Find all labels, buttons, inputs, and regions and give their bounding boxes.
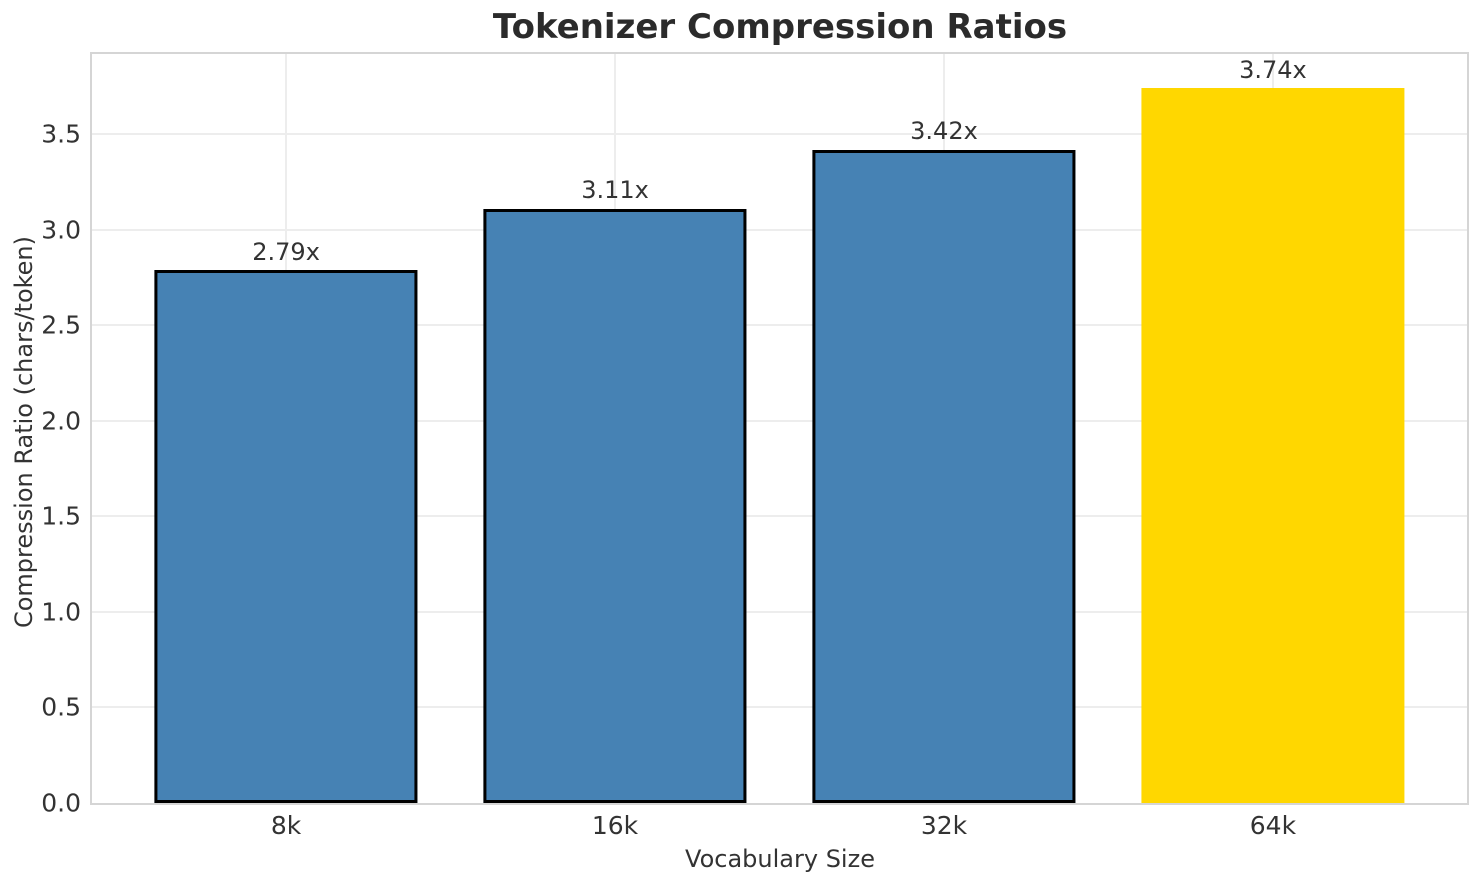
h-gridline	[92, 228, 1467, 231]
x-tick-label: 32k	[920, 811, 968, 840]
x-tick-label: 16k	[591, 811, 639, 840]
y-tick-label: 3.5	[41, 119, 81, 149]
bar-value-label: 3.42x	[910, 117, 978, 146]
y-tick-label: 2.0	[41, 406, 81, 436]
x-axis-label: Vocabulary Size	[685, 845, 875, 873]
h-gridline	[92, 133, 1467, 136]
bar-64k	[1141, 88, 1405, 803]
y-tick-label: 1.0	[41, 597, 81, 627]
y-axis-label: Compression Ratio (chars/token)	[10, 235, 38, 629]
bar-32k	[812, 149, 1076, 803]
y-tick-label: 3.0	[41, 215, 81, 245]
x-tick-label: 64k	[1249, 811, 1297, 840]
h-gridline	[92, 419, 1467, 422]
bar-value-label: 3.11x	[581, 176, 649, 205]
bar-16k	[483, 208, 747, 803]
bar-value-label: 2.79x	[252, 237, 320, 266]
bar-value-label: 3.74x	[1239, 56, 1307, 85]
y-tick-label: 0.5	[41, 692, 81, 722]
h-gridline	[92, 515, 1467, 518]
h-gridline	[92, 610, 1467, 613]
y-tick-label: 2.5	[41, 310, 81, 340]
y-tick-label: 1.5	[41, 501, 81, 531]
chart-title: Tokenizer Compression Ratios	[492, 7, 1068, 47]
y-tick-label: 0.0	[41, 788, 81, 818]
bar-8k	[154, 269, 418, 803]
h-gridline	[92, 706, 1467, 709]
plot-area: 0.0 0.5 1.0 1.5 2.0 2.5 3.0 3.5 2.79x 8k 3.11x 16k 3…	[41, 52, 1469, 838]
x-tick-label: 8k	[270, 811, 302, 840]
h-gridline	[92, 324, 1467, 327]
